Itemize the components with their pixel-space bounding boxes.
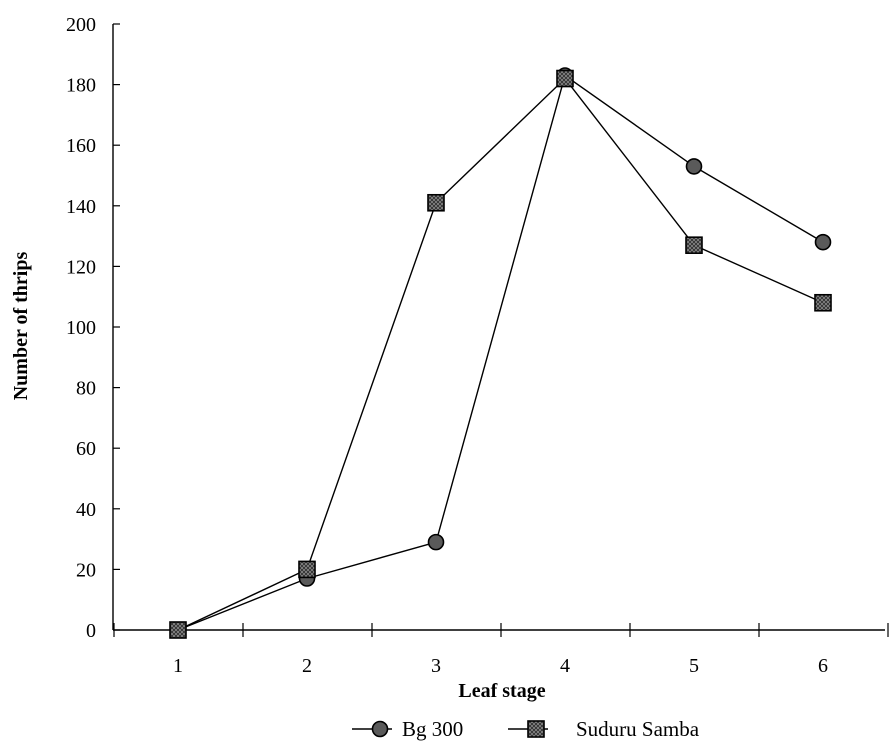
y-ticks: 0 20 40 60 80 100 120 140 160 180 200 (66, 14, 120, 642)
data-point (685, 236, 703, 254)
y-tick-label: 160 (66, 135, 96, 157)
y-tick-label: 200 (66, 14, 96, 36)
x-tick-label: 2 (302, 655, 312, 677)
y-tick-label: 100 (66, 317, 96, 339)
legend-label: Bg 300 (402, 717, 463, 741)
y-tick-label: 180 (66, 75, 96, 97)
x-axis: 1 2 3 4 5 6 (113, 623, 889, 677)
x-tick-label: 5 (689, 655, 699, 677)
data-point (427, 533, 445, 551)
y-tick-label: 120 (66, 256, 96, 278)
series-suduru-samba (169, 69, 832, 639)
legend-item: Suduru Samba (508, 717, 700, 741)
y-axis: 0 20 40 60 80 100 120 140 160 180 200 (66, 14, 120, 642)
x-tick-label: 6 (818, 655, 828, 677)
data-point (556, 69, 574, 88)
legend: Bg 300 Suduru Samba (352, 717, 700, 741)
y-axis-title: Number of thrips (10, 252, 32, 401)
legend-label: Suduru Samba (576, 717, 700, 741)
x-ticks: 1 2 3 4 5 6 (113, 623, 889, 677)
series-line (177, 77, 824, 631)
legend-item: Bg 300 (352, 717, 463, 741)
y-tick-label: 80 (76, 378, 96, 400)
data-point (685, 158, 703, 175)
legend-marker (527, 720, 545, 738)
x-tick-label: 1 (173, 655, 183, 677)
series-bg-300 (169, 67, 832, 639)
y-tick-label: 40 (76, 499, 96, 521)
legend-marker (371, 720, 389, 738)
y-tick-label: 140 (66, 196, 96, 218)
y-tick-label: 0 (86, 620, 96, 642)
x-tick-label: 4 (560, 655, 570, 677)
data-point (427, 193, 445, 212)
series-layer (169, 67, 832, 639)
x-axis-title: Leaf stage (458, 680, 545, 702)
y-tick-label: 60 (76, 438, 96, 460)
data-point (298, 560, 316, 579)
data-point (169, 621, 187, 639)
data-point (814, 233, 832, 251)
y-tick-label: 20 (76, 559, 96, 581)
series-line (177, 74, 824, 631)
x-tick-label: 3 (431, 655, 441, 677)
data-point (814, 293, 832, 312)
